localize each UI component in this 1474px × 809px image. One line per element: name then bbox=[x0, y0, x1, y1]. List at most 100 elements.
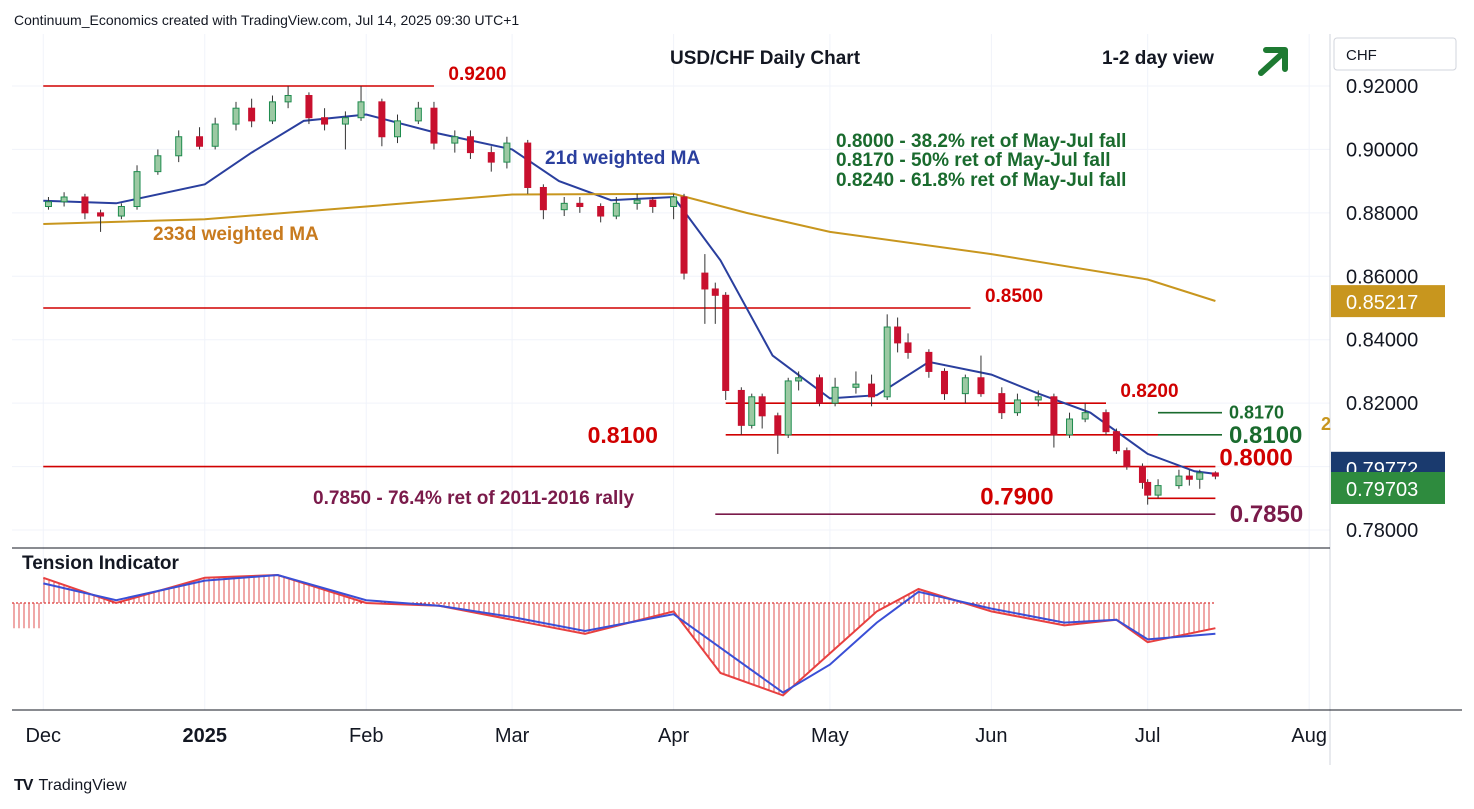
fib-note-2: 0.8170 - 50% ret of May-Jul fall bbox=[836, 150, 1111, 171]
candle[interactable] bbox=[1175, 475, 1183, 487]
fib-note-3: 0.8240 - 61.8% ret of May-Jul fall bbox=[836, 170, 1126, 191]
candle[interactable] bbox=[81, 196, 89, 214]
candle[interactable] bbox=[737, 389, 745, 426]
level-label-0.8100: 0.8100 bbox=[588, 422, 658, 448]
currency-box[interactable] bbox=[1333, 37, 1457, 71]
candle[interactable] bbox=[1154, 485, 1162, 496]
price-badge-value: 0.85217 bbox=[1346, 292, 1418, 314]
candle[interactable] bbox=[998, 393, 1006, 414]
candle[interactable] bbox=[633, 199, 641, 204]
long-term-note: 0.7850 - 76.4% ret of 2011-2016 rally bbox=[313, 488, 635, 509]
indicator-slow-line[interactable] bbox=[43, 573, 1216, 694]
fib-label-0.8100: 0.8100 bbox=[1229, 422, 1302, 449]
price-axis[interactable]: 0.92000 0.90000 0.88000 0.86000 0.84000 0.820… bbox=[1346, 76, 1418, 542]
candle[interactable] bbox=[430, 107, 438, 144]
candle[interactable] bbox=[576, 202, 584, 208]
candle[interactable] bbox=[758, 396, 766, 417]
candle[interactable] bbox=[378, 101, 386, 138]
candle[interactable] bbox=[597, 206, 605, 217]
candle[interactable] bbox=[680, 196, 688, 274]
candle[interactable] bbox=[133, 171, 141, 208]
ma233-line[interactable] bbox=[43, 192, 1216, 302]
candle[interactable] bbox=[97, 212, 105, 217]
candle[interactable] bbox=[784, 380, 792, 436]
candle[interactable] bbox=[977, 377, 985, 395]
candle[interactable] bbox=[894, 326, 902, 344]
candle[interactable] bbox=[831, 386, 839, 404]
candle[interactable] bbox=[487, 152, 495, 163]
level-label-0.8200: 0.8200 bbox=[1120, 381, 1178, 402]
candle[interactable] bbox=[649, 199, 657, 208]
candle[interactable] bbox=[1138, 466, 1146, 483]
candle[interactable] bbox=[196, 136, 204, 147]
candle[interactable] bbox=[774, 415, 782, 436]
candle[interactable] bbox=[852, 383, 860, 388]
candle[interactable] bbox=[154, 155, 162, 173]
time-axis[interactable]: Dec 2025 Feb Mar Apr May Jun Jul Aug bbox=[25, 725, 1326, 747]
candle[interactable] bbox=[284, 95, 292, 103]
price-badge-value: 0.79703 bbox=[1346, 479, 1418, 501]
candle[interactable] bbox=[748, 396, 756, 426]
candle[interactable] bbox=[44, 201, 52, 208]
candle[interactable] bbox=[612, 202, 620, 217]
candle[interactable] bbox=[1034, 396, 1042, 401]
candle[interactable] bbox=[357, 101, 365, 119]
level-label-0.7850: 0.7850 bbox=[1230, 501, 1303, 528]
candle[interactable] bbox=[268, 101, 276, 122]
candle[interactable] bbox=[60, 196, 68, 203]
candle[interactable] bbox=[321, 117, 329, 125]
candle[interactable] bbox=[503, 142, 511, 163]
fib-label-0.8170: 0.8170 bbox=[1229, 403, 1284, 423]
candle[interactable] bbox=[524, 142, 532, 188]
candle[interactable] bbox=[1112, 431, 1120, 452]
candle[interactable] bbox=[1123, 450, 1131, 468]
candle[interactable] bbox=[117, 206, 125, 217]
ma21-label: 21d weighted MA bbox=[545, 148, 700, 169]
ma21-line[interactable] bbox=[43, 113, 1216, 475]
candle[interactable] bbox=[341, 117, 349, 125]
candle[interactable] bbox=[414, 107, 422, 122]
candle[interactable] bbox=[211, 123, 219, 147]
candle[interactable] bbox=[722, 294, 730, 391]
candle[interactable] bbox=[940, 370, 948, 395]
candle[interactable] bbox=[1102, 412, 1110, 433]
x-tick-label: 2025 bbox=[183, 725, 228, 747]
candle[interactable] bbox=[560, 202, 568, 211]
candle[interactable] bbox=[1185, 475, 1193, 480]
y-tick-label: 0.90000 bbox=[1346, 139, 1418, 161]
candle[interactable] bbox=[1050, 396, 1058, 436]
tradingview-footer[interactable]: TV TradingView bbox=[14, 777, 127, 795]
arrow-up-right-icon bbox=[1258, 47, 1288, 76]
candle[interactable] bbox=[232, 107, 240, 125]
candle[interactable] bbox=[670, 196, 678, 208]
y-tick-label: 0.88000 bbox=[1346, 203, 1418, 225]
x-tick-label: Aug bbox=[1291, 725, 1327, 747]
candle[interactable] bbox=[1066, 418, 1074, 436]
chart-grid bbox=[12, 34, 1330, 710]
indicator-title: Tension Indicator bbox=[22, 553, 180, 574]
level-label-0.9200: 0.9200 bbox=[448, 64, 506, 85]
candle[interactable] bbox=[1081, 412, 1089, 420]
candle[interactable] bbox=[451, 136, 459, 144]
candle[interactable] bbox=[883, 326, 891, 398]
candle[interactable] bbox=[701, 272, 709, 290]
candle[interactable] bbox=[305, 95, 313, 119]
level-label-0.7900: 0.7900 bbox=[980, 483, 1053, 510]
candle[interactable] bbox=[466, 136, 474, 154]
candle[interactable] bbox=[815, 377, 823, 404]
candle[interactable] bbox=[539, 186, 547, 211]
candle[interactable] bbox=[868, 383, 876, 398]
candle[interactable] bbox=[1196, 472, 1204, 480]
candle[interactable] bbox=[1211, 472, 1219, 477]
candle[interactable] bbox=[904, 342, 912, 353]
candle[interactable] bbox=[925, 351, 933, 372]
candle[interactable] bbox=[248, 107, 256, 122]
candle[interactable] bbox=[1013, 399, 1021, 414]
candle[interactable] bbox=[711, 288, 719, 296]
candle[interactable] bbox=[394, 120, 402, 138]
candle[interactable] bbox=[1144, 481, 1152, 496]
candle[interactable] bbox=[961, 377, 969, 395]
candle[interactable] bbox=[175, 136, 183, 157]
tradingview-brand: TradingView bbox=[38, 777, 127, 794]
candle[interactable] bbox=[795, 377, 803, 382]
